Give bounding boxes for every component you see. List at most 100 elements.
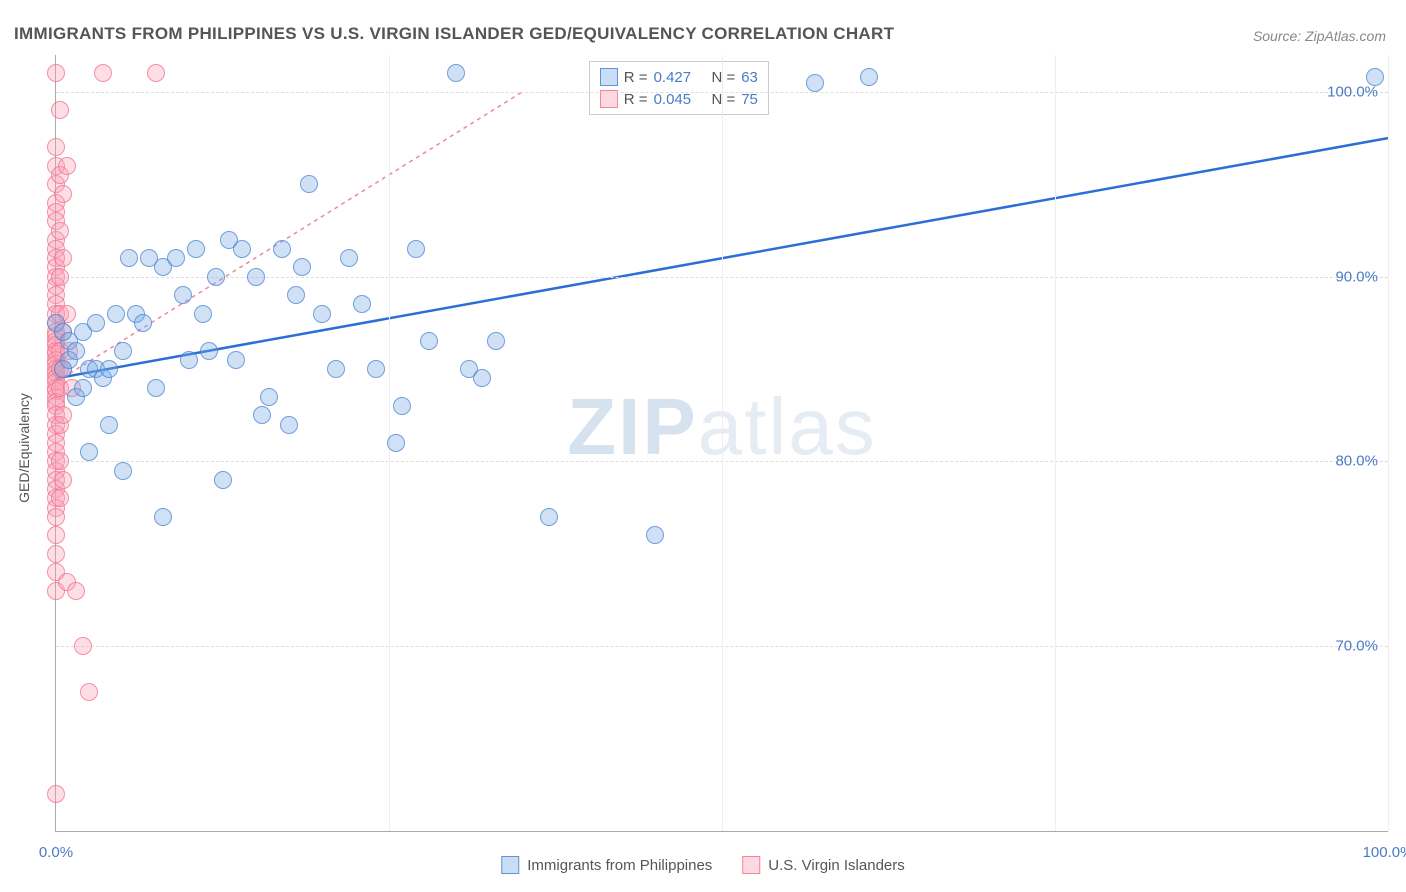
data-point — [147, 379, 165, 397]
data-point — [393, 397, 411, 415]
data-point — [47, 508, 65, 526]
gridline-v — [1055, 55, 1056, 831]
data-point — [293, 258, 311, 276]
data-point — [287, 286, 305, 304]
data-point — [214, 471, 232, 489]
data-point — [167, 249, 185, 267]
legend-item: U.S. Virgin Islanders — [742, 856, 904, 874]
data-point — [200, 342, 218, 360]
data-point — [300, 175, 318, 193]
data-point — [54, 185, 72, 203]
legend-n-label: N = — [711, 69, 735, 86]
data-point — [233, 240, 251, 258]
legend-swatch — [501, 856, 519, 874]
data-point — [447, 64, 465, 82]
data-point — [806, 74, 824, 92]
legend-stats: R = 0.427 N = 63 R = 0.045 N = 75 — [589, 61, 769, 115]
data-point — [180, 351, 198, 369]
legend-r-label: R = — [624, 69, 648, 86]
data-point — [51, 452, 69, 470]
legend-stat-row: R = 0.427 N = 63 — [600, 66, 758, 88]
data-point — [74, 637, 92, 655]
data-point — [407, 240, 425, 258]
data-point — [67, 342, 85, 360]
data-point — [327, 360, 345, 378]
legend-series: Immigrants from Philippines U.S. Virgin I… — [501, 856, 905, 874]
data-point — [80, 683, 98, 701]
data-point — [174, 286, 192, 304]
legend-swatch — [600, 68, 618, 86]
data-point — [247, 268, 265, 286]
data-point — [367, 360, 385, 378]
data-point — [47, 64, 65, 82]
data-point — [51, 222, 69, 240]
data-point — [154, 508, 172, 526]
data-point — [114, 462, 132, 480]
data-point — [340, 249, 358, 267]
ytick-label: 80.0% — [1335, 453, 1378, 470]
data-point — [487, 332, 505, 350]
legend-swatch — [742, 856, 760, 874]
data-point — [51, 489, 69, 507]
data-point — [194, 305, 212, 323]
data-point — [280, 416, 298, 434]
data-point — [387, 434, 405, 452]
data-point — [860, 68, 878, 86]
data-point — [273, 240, 291, 258]
data-point — [227, 351, 245, 369]
data-point — [47, 526, 65, 544]
ytick-label: 90.0% — [1335, 268, 1378, 285]
legend-item: Immigrants from Philippines — [501, 856, 712, 874]
data-point — [120, 249, 138, 267]
data-point — [94, 64, 112, 82]
data-point — [80, 443, 98, 461]
data-point — [114, 342, 132, 360]
legend-r-value: 0.045 — [654, 91, 692, 108]
data-point — [134, 314, 152, 332]
data-point — [47, 545, 65, 563]
data-point — [187, 240, 205, 258]
chart-title: IMMIGRANTS FROM PHILIPPINES VS U.S. VIRG… — [14, 24, 894, 44]
data-point — [87, 314, 105, 332]
data-point — [100, 360, 118, 378]
data-point — [147, 64, 165, 82]
data-point — [1366, 68, 1384, 86]
ytick-label: 70.0% — [1335, 638, 1378, 655]
chart-source: Source: ZipAtlas.com — [1253, 28, 1386, 44]
data-point — [107, 305, 125, 323]
data-point — [67, 582, 85, 600]
data-point — [260, 388, 278, 406]
data-point — [540, 508, 558, 526]
data-point — [313, 305, 331, 323]
legend-r-label: R = — [624, 91, 648, 108]
legend-r-value: 0.427 — [654, 69, 692, 86]
data-point — [473, 369, 491, 387]
ytick-label: 100.0% — [1327, 83, 1378, 100]
data-point — [47, 785, 65, 803]
xtick-label: 100.0% — [1363, 844, 1406, 861]
legend-label: Immigrants from Philippines — [527, 857, 712, 874]
y-axis-label: GED/Equivalency — [16, 393, 32, 503]
legend-n-value: 75 — [741, 91, 758, 108]
data-point — [51, 268, 69, 286]
data-point — [420, 332, 438, 350]
legend-n-value: 63 — [741, 69, 758, 86]
data-point — [353, 295, 371, 313]
data-point — [54, 406, 72, 424]
data-point — [58, 157, 76, 175]
data-point — [47, 138, 65, 156]
scatter-chart: ZIPatlas R = 0.427 N = 63 R = 0.045 N = … — [55, 55, 1388, 832]
data-point — [100, 416, 118, 434]
data-point — [54, 249, 72, 267]
data-point — [54, 471, 72, 489]
data-point — [253, 406, 271, 424]
xtick-label: 0.0% — [39, 844, 73, 861]
gridline-v — [722, 55, 723, 831]
data-point — [646, 526, 664, 544]
gridline-v — [1388, 55, 1389, 831]
data-point — [74, 379, 92, 397]
data-point — [51, 101, 69, 119]
legend-n-label: N = — [711, 91, 735, 108]
legend-label: U.S. Virgin Islanders — [768, 857, 904, 874]
data-point — [207, 268, 225, 286]
